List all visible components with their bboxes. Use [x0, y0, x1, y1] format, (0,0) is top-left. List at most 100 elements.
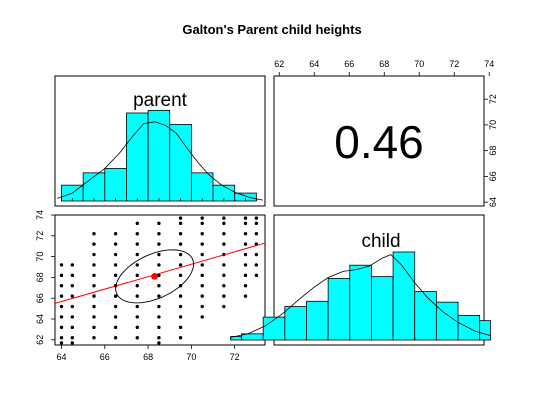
scatter-point-81 — [200, 284, 204, 288]
scatter-point-24 — [92, 273, 96, 278]
right-child-axis: 64 66 68 70 72 — [484, 94, 498, 207]
parent-density-line — [57, 121, 263, 201]
scatter-point-108 — [254, 273, 259, 278]
scatter-point-46 — [135, 273, 139, 278]
scatter-point-7 — [59, 273, 64, 278]
scatter-point-51 — [135, 221, 139, 226]
bottom-tick-label-0: 64 — [56, 352, 66, 362]
scatter-point-112 — [254, 232, 259, 236]
panel-scatter: 62 64 66 68 70 72 74 64 66 68 70 72 — [35, 210, 266, 362]
scatter-point-38 — [113, 242, 118, 246]
bottom-tick-label-2: 68 — [143, 352, 153, 362]
top-tick-label-0: 62 — [274, 59, 284, 69]
right-tick-label-3: 68 — [488, 146, 498, 156]
scatter-point-18 — [92, 336, 96, 340]
child-histogram-bars — [230, 251, 491, 341]
top-tick-label-1: 64 — [309, 59, 319, 69]
parent-density-curve — [57, 121, 263, 201]
scatter-point-63 — [157, 232, 161, 236]
child-density-curve — [230, 254, 491, 340]
parent-bar-5 — [169, 124, 192, 202]
scatter-point-93 — [222, 263, 226, 267]
scatter-point-50 — [135, 232, 139, 236]
correlation-ellipse — [115, 249, 194, 304]
scatter-point-60 — [157, 263, 161, 267]
scatter-point-75 — [178, 232, 183, 236]
scatter-point-86 — [200, 232, 204, 236]
scatter-point-15 — [70, 284, 75, 288]
scatter-point-103 — [243, 252, 248, 257]
scatter-point-59 — [157, 273, 161, 278]
right-tick-label-1: 64 — [488, 197, 498, 207]
scatter-point-98 — [222, 216, 226, 220]
scatter-point-35 — [113, 273, 118, 278]
scatter-point-12 — [70, 315, 75, 319]
scatter-point-17 — [70, 263, 75, 267]
scatter-point-20 — [92, 315, 96, 319]
scatter-point-8 — [59, 263, 64, 267]
chart-title: Galton's Parent child heights — [182, 22, 361, 37]
top-tick-label-4: 70 — [414, 59, 424, 69]
parent-histogram-bars — [61, 109, 257, 202]
scatter-point-19 — [92, 325, 96, 330]
scatter-point-57 — [157, 294, 161, 298]
child-bar-3 — [284, 306, 307, 341]
scatter-point-56 — [157, 304, 161, 309]
left-tick-label-1: 64 — [35, 314, 45, 324]
scatter-point-11 — [70, 325, 75, 330]
scatter-point-72 — [178, 263, 183, 267]
scatter-point-29 — [113, 336, 118, 340]
panel-child-histogram: child — [230, 214, 491, 346]
scatter-point-55 — [157, 315, 161, 319]
scatter-point-78 — [200, 315, 204, 319]
mean-point — [151, 272, 158, 280]
scatter-point-6 — [59, 284, 64, 288]
panel-correlation-border — [273, 75, 485, 207]
correlation-value: 0.46 — [334, 116, 424, 168]
scatter-point-39 — [113, 232, 118, 236]
scatter-point-110 — [254, 252, 259, 257]
child-bar-9 — [414, 291, 437, 341]
left-tick-label-5: 72 — [35, 231, 45, 241]
left-tick-label-4: 70 — [35, 252, 45, 262]
panel-correlation: 0.46 62 64 66 68 70 72 74 64 66 68 70 72 — [273, 59, 498, 207]
scatter-point-23 — [92, 284, 96, 288]
scatter-point-83 — [200, 263, 204, 267]
scatter-point-41 — [135, 325, 139, 330]
bottom-tick-label-1: 66 — [100, 352, 110, 362]
scatter-point-43 — [135, 304, 139, 309]
parent-label: parent — [133, 90, 188, 111]
child-bar-4 — [306, 300, 329, 341]
scatter-point-65 — [178, 336, 183, 340]
right-tick-label-5: 72 — [488, 94, 498, 104]
scatter-point-40 — [135, 336, 139, 340]
parent-bar-2 — [104, 168, 127, 202]
scatter-point-87 — [200, 221, 204, 226]
scatter-point-84 — [200, 252, 204, 257]
scatter-point-31 — [113, 315, 118, 319]
scatter-point-45 — [135, 284, 139, 288]
scatter-point-10 — [70, 336, 75, 340]
scatter-point-114 — [254, 216, 259, 220]
regression-line — [54, 242, 266, 304]
scatter-point-105 — [243, 232, 248, 236]
scatter-point-101 — [243, 273, 248, 278]
scatter-point-30 — [113, 325, 118, 330]
left-tick-label-0: 62 — [35, 335, 45, 345]
scatter-point-2 — [59, 325, 64, 330]
scatter-point-67 — [178, 315, 183, 319]
top-tick-label-6: 74 — [484, 59, 494, 69]
scatter-point-97 — [222, 221, 226, 226]
scatter-point-80 — [200, 294, 204, 298]
scatter-point-25 — [92, 263, 96, 267]
scatter-point-54 — [157, 325, 161, 330]
scatter-point-52 — [157, 341, 161, 345]
scatter-point-53 — [157, 336, 161, 340]
child-bar-5 — [327, 277, 351, 341]
scatter-point-88 — [200, 216, 204, 220]
scatter-point-22 — [92, 294, 96, 298]
child-bar-10 — [435, 301, 459, 341]
scatter-point-74 — [178, 242, 183, 246]
scatter-point-14 — [70, 294, 75, 298]
scatter-point-28 — [92, 232, 96, 236]
